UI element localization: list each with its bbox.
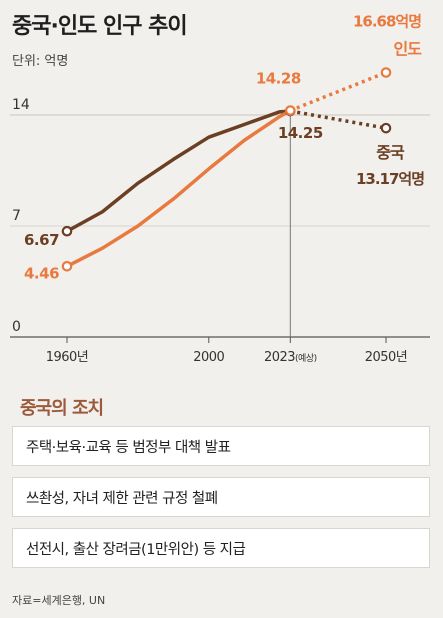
page-title: 중국·인도 인구 추이 [12,14,188,39]
china-series-name: 중국 [376,143,405,162]
china-1960-label: 6.67 [24,231,59,249]
china-line [66,109,291,233]
india-line [66,109,292,268]
x-tick-label: 1960년 [46,350,89,365]
y-tick-label: 0 [12,319,21,335]
china-2023-label: 14.25 [278,124,323,142]
x-tick-label: 2050년 [365,350,408,365]
x-tick-label: 2023(예상) [264,350,317,365]
measure-item-2: 쓰촨성, 자녀 제한 관련 규정 철폐 [12,477,430,517]
population-chart: 0 7 14 1960년 2000 2023(예상) 2050년 6.67 14.25 중국 13.… [10,13,430,365]
x-tick-label: 2000 [193,350,224,365]
source-note: 자료=세계은행, UN [12,594,106,607]
india-point-1960 [61,260,73,272]
india-2050-label: 16.68억명 [353,13,421,31]
india-point-2050 [380,67,392,78]
y-tick-label: 14 [12,97,30,113]
india-2023-label: 14.28 [256,70,301,88]
y-tick-label: 7 [12,208,21,224]
china-point-2050 [380,122,392,134]
measures-title: 중국의 조치 [20,398,104,419]
india-series-name: 인도 [394,40,423,59]
unit-label: 단위: 억명 [12,54,69,69]
china-projection-line [289,109,387,130]
india-point-2023 [284,105,296,116]
measure-item-1: 주택·보육·교육 등 범정부 대책 발표 [12,426,430,466]
india-projection-line [289,70,387,113]
china-2050-label: 13.17억명 [356,170,424,188]
china-point-1960 [61,225,73,237]
measure-item-3: 선전시, 출산 장려금(1만위안) 등 지급 [12,528,430,568]
india-1960-label: 4.46 [24,264,59,282]
measures-list: 주택·보육·교육 등 범정부 대책 발표 쓰촨성, 자녀 제한 관련 규정 철폐… [12,426,430,579]
